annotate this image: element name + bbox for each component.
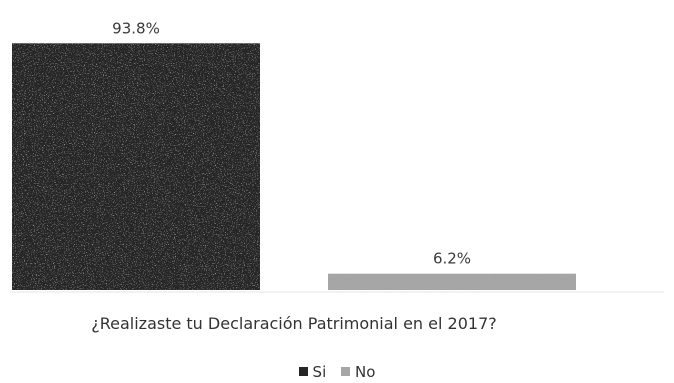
data-label-no: 6.2% <box>433 250 471 268</box>
legend-swatch-no <box>341 367 351 376</box>
legend-swatch-si <box>298 367 308 376</box>
category-label: ¿Realizaste tu Declaración Patrimonial e… <box>91 314 497 333</box>
bar-si <box>12 43 260 290</box>
data-label-si: 93.8% <box>112 19 160 37</box>
data-labels-group: 93.8% 6.2% <box>112 19 471 267</box>
bars-group <box>12 43 576 290</box>
legend-item-si: Si <box>298 362 327 381</box>
bar-no <box>328 273 576 290</box>
legend-label-si: Si <box>312 362 327 381</box>
legend-item-no: No <box>341 363 375 381</box>
legend-label-no: No <box>355 362 376 381</box>
legend: Si No <box>0 362 674 381</box>
